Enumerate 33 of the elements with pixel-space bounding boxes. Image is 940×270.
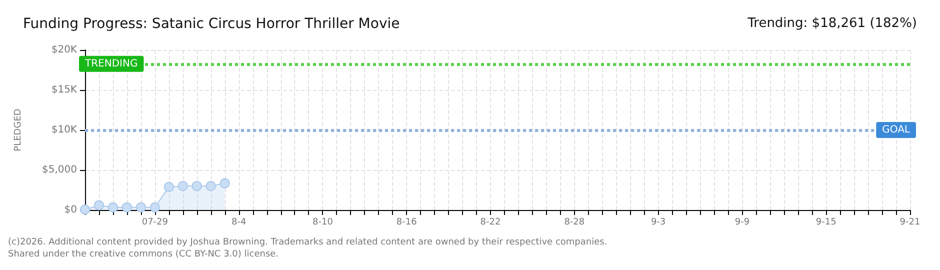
y-tick-label: $20K: [51, 44, 78, 56]
point: [94, 200, 104, 210]
x-tick-label: 8-22: [480, 218, 501, 228]
point: [136, 202, 146, 212]
text: (c)2026. Additional content provided by Joshua Browning. Trademarks and related content are owned by their respective companies.: [8, 238, 608, 248]
y-tick-label: $5,000: [42, 164, 77, 176]
point: [178, 181, 188, 191]
x-tick-label: 9-9: [734, 218, 750, 228]
x-tick-label: 8-4: [231, 218, 246, 228]
ref-line-label: TRENDING: [84, 58, 138, 70]
point: [122, 202, 132, 212]
y-axis-title: PLEDGED: [14, 108, 24, 152]
y-tick-label: $15K: [51, 84, 78, 96]
x-tick-label: 8-28: [564, 218, 585, 228]
x-tick-label: 9-15: [816, 218, 836, 228]
point: [206, 181, 216, 191]
text: Shared under the creative commons (CC BY-NC 3.0) license.: [8, 250, 279, 260]
point: [80, 204, 90, 215]
point: [192, 181, 202, 191]
y-tick-label: $0: [64, 204, 77, 216]
x-tick-label: 8-10: [312, 218, 334, 228]
x-tick-label: 9-3: [650, 218, 666, 228]
ref-line-label: GOAL: [882, 124, 910, 136]
x-tick-label: 9-21: [900, 218, 920, 228]
chart-title: Funding Progress: Satanic Circus Horror Thriller Movie: [23, 16, 400, 32]
y-tick-label: $10K: [51, 124, 78, 136]
point: [150, 202, 160, 212]
x-tick-label: 07-29: [142, 218, 168, 228]
x-tick-label: 8-16: [396, 218, 418, 228]
point: [164, 182, 174, 192]
chart-subtitle: Trending: $18,261 (182%): [746, 16, 918, 31]
point: [220, 178, 230, 188]
point: [108, 202, 118, 212]
